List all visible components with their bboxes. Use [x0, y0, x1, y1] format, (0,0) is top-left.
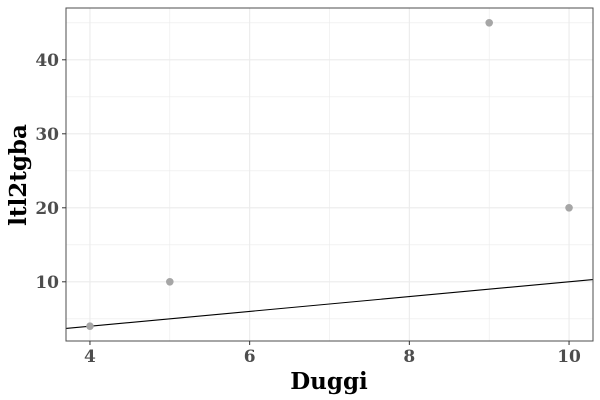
grid — [66, 8, 593, 341]
y-tick-label: 20 — [35, 199, 59, 219]
data-point — [565, 204, 573, 212]
x-tick-label: 4 — [84, 347, 96, 367]
x-axis-title: Duggi — [290, 368, 368, 395]
data-points — [86, 19, 573, 331]
y-tick-label: 10 — [35, 273, 59, 293]
data-point — [166, 278, 174, 286]
data-point — [485, 19, 493, 27]
y-tick-label: 40 — [35, 51, 59, 71]
y-axis-ticks: 10 20 30 40 — [35, 51, 66, 293]
reference-line — [65, 279, 594, 329]
y-axis-title: ltl2tgba — [5, 124, 32, 226]
x-tick-label: 8 — [403, 347, 415, 367]
panel-border — [65, 7, 594, 342]
y-tick-label: 30 — [35, 125, 59, 145]
x-axis-ticks: 4 6 8 10 — [84, 341, 581, 367]
x-tick-label: 10 — [557, 347, 581, 367]
reference-line-group — [65, 279, 594, 329]
data-point — [86, 322, 94, 331]
x-tick-label: 6 — [244, 347, 256, 367]
